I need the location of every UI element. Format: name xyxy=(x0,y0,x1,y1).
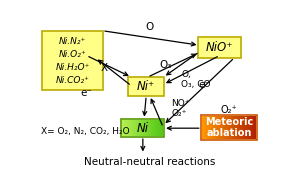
Text: Ni⁺: Ni⁺ xyxy=(137,80,155,93)
FancyBboxPatch shape xyxy=(231,116,232,139)
FancyBboxPatch shape xyxy=(150,120,151,136)
Text: O₂⁺: O₂⁺ xyxy=(220,105,237,115)
FancyBboxPatch shape xyxy=(138,120,139,136)
FancyBboxPatch shape xyxy=(151,120,152,136)
FancyBboxPatch shape xyxy=(252,116,254,139)
FancyBboxPatch shape xyxy=(251,116,252,139)
FancyBboxPatch shape xyxy=(243,116,245,139)
FancyBboxPatch shape xyxy=(132,120,133,136)
Text: e⁻: e⁻ xyxy=(198,80,210,90)
FancyBboxPatch shape xyxy=(202,116,204,139)
FancyBboxPatch shape xyxy=(123,120,124,136)
Text: e⁻: e⁻ xyxy=(80,88,92,98)
FancyBboxPatch shape xyxy=(249,116,251,139)
FancyBboxPatch shape xyxy=(241,116,243,139)
FancyBboxPatch shape xyxy=(218,116,220,139)
FancyBboxPatch shape xyxy=(125,120,126,136)
FancyBboxPatch shape xyxy=(144,120,146,136)
FancyBboxPatch shape xyxy=(147,120,148,136)
FancyBboxPatch shape xyxy=(204,116,205,139)
FancyBboxPatch shape xyxy=(225,116,227,139)
Text: Ni.O₂⁺: Ni.O₂⁺ xyxy=(59,50,86,59)
FancyBboxPatch shape xyxy=(240,116,241,139)
FancyBboxPatch shape xyxy=(161,120,162,136)
Text: Ni.N₂⁺: Ni.N₂⁺ xyxy=(59,37,86,46)
FancyBboxPatch shape xyxy=(234,116,236,139)
FancyBboxPatch shape xyxy=(222,116,223,139)
Text: Meteoric
ablation: Meteoric ablation xyxy=(205,117,253,138)
Text: O,
O₃, CO: O, O₃, CO xyxy=(181,70,211,89)
FancyBboxPatch shape xyxy=(211,116,213,139)
Text: Neutral-neutral reactions: Neutral-neutral reactions xyxy=(84,157,215,167)
FancyBboxPatch shape xyxy=(162,120,163,136)
Text: X: X xyxy=(101,63,108,73)
Text: X= O₂, N₂, CO₂, H₂O: X= O₂, N₂, CO₂, H₂O xyxy=(41,127,130,136)
FancyBboxPatch shape xyxy=(214,116,216,139)
FancyBboxPatch shape xyxy=(223,116,225,139)
FancyBboxPatch shape xyxy=(136,120,138,136)
Text: Ni.CO₂⁺: Ni.CO₂⁺ xyxy=(56,76,90,85)
FancyBboxPatch shape xyxy=(227,116,229,139)
FancyBboxPatch shape xyxy=(216,116,218,139)
FancyBboxPatch shape xyxy=(207,116,209,139)
Text: Ni.H₂O⁺: Ni.H₂O⁺ xyxy=(55,63,90,72)
FancyBboxPatch shape xyxy=(143,120,144,136)
FancyBboxPatch shape xyxy=(238,116,240,139)
FancyBboxPatch shape xyxy=(146,120,147,136)
FancyBboxPatch shape xyxy=(245,116,247,139)
FancyBboxPatch shape xyxy=(140,120,142,136)
FancyBboxPatch shape xyxy=(229,116,231,139)
FancyBboxPatch shape xyxy=(209,116,211,139)
FancyBboxPatch shape xyxy=(129,120,131,136)
FancyBboxPatch shape xyxy=(135,120,136,136)
FancyBboxPatch shape xyxy=(128,120,129,136)
FancyBboxPatch shape xyxy=(247,116,249,139)
FancyBboxPatch shape xyxy=(254,116,256,139)
FancyBboxPatch shape xyxy=(148,120,150,136)
Text: NiO⁺: NiO⁺ xyxy=(206,41,234,54)
FancyBboxPatch shape xyxy=(131,120,132,136)
FancyBboxPatch shape xyxy=(42,31,103,90)
Text: Ni: Ni xyxy=(137,122,149,135)
FancyBboxPatch shape xyxy=(133,120,135,136)
FancyBboxPatch shape xyxy=(142,120,143,136)
FancyBboxPatch shape xyxy=(158,120,159,136)
FancyBboxPatch shape xyxy=(236,116,238,139)
FancyBboxPatch shape xyxy=(159,120,161,136)
FancyBboxPatch shape xyxy=(205,116,207,139)
Text: NO⁺
O₂⁺: NO⁺ O₂⁺ xyxy=(171,99,190,118)
FancyBboxPatch shape xyxy=(152,120,154,136)
FancyBboxPatch shape xyxy=(154,120,155,136)
FancyBboxPatch shape xyxy=(220,116,222,139)
FancyBboxPatch shape xyxy=(139,120,140,136)
FancyBboxPatch shape xyxy=(157,120,158,136)
FancyBboxPatch shape xyxy=(126,120,128,136)
FancyBboxPatch shape xyxy=(213,116,214,139)
Text: O: O xyxy=(145,22,154,32)
FancyBboxPatch shape xyxy=(198,36,241,58)
FancyBboxPatch shape xyxy=(124,120,125,136)
FancyBboxPatch shape xyxy=(232,116,234,139)
Text: O₃: O₃ xyxy=(159,60,172,70)
FancyBboxPatch shape xyxy=(155,120,157,136)
FancyBboxPatch shape xyxy=(128,77,164,96)
